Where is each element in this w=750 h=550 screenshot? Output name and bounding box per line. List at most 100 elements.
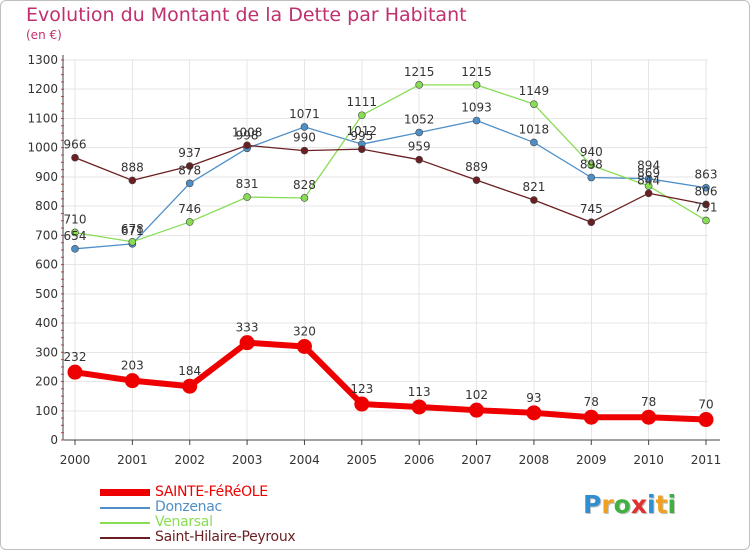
data-point bbox=[124, 373, 140, 389]
x-tick-label: 2001 bbox=[117, 453, 148, 467]
data-label: 671 bbox=[121, 224, 144, 238]
data-point bbox=[526, 405, 542, 421]
x-tick-label: 2011 bbox=[691, 453, 722, 467]
data-label: 898 bbox=[580, 158, 603, 172]
data-point bbox=[587, 161, 596, 170]
data-point bbox=[587, 218, 596, 227]
data-point bbox=[67, 364, 83, 380]
series-sainte-fe-re-ole bbox=[67, 335, 714, 428]
data-label: 937 bbox=[178, 146, 201, 160]
y-tick-label: 300 bbox=[35, 345, 58, 359]
data-point bbox=[702, 183, 710, 192]
data-point bbox=[702, 200, 710, 209]
data-point bbox=[182, 378, 198, 394]
data-point bbox=[530, 196, 538, 204]
data-label: 123 bbox=[350, 382, 373, 396]
data-label: 878 bbox=[178, 163, 201, 177]
data-point bbox=[472, 176, 481, 184]
legend-label: SAINTE-FéRéOLE bbox=[155, 484, 268, 500]
data-label: 831 bbox=[236, 177, 259, 191]
data-label: 93 bbox=[526, 391, 541, 405]
data-point bbox=[128, 176, 137, 185]
x-tick-label: 2009 bbox=[576, 453, 607, 467]
data-label: 940 bbox=[580, 145, 603, 159]
y-tick-label: 100 bbox=[35, 404, 58, 418]
series-line bbox=[72, 339, 709, 423]
y-tick-label: 800 bbox=[35, 199, 58, 213]
y-tick-label: 200 bbox=[35, 375, 58, 389]
data-point bbox=[128, 238, 137, 246]
data-label: 113 bbox=[408, 385, 431, 399]
proxiti-logo: Proxiti bbox=[583, 490, 676, 519]
y-tick-label: 1200 bbox=[27, 82, 58, 96]
data-label: 806 bbox=[695, 184, 718, 198]
data-label: 894 bbox=[637, 159, 660, 173]
data-label: 751 bbox=[695, 200, 718, 214]
data-label: 889 bbox=[465, 160, 488, 174]
data-label: 995 bbox=[350, 129, 373, 143]
data-point bbox=[415, 81, 423, 89]
data-point bbox=[641, 409, 657, 425]
data-point bbox=[185, 162, 194, 170]
data-point bbox=[411, 399, 427, 415]
data-label: 203 bbox=[121, 359, 144, 373]
logo-letter: r bbox=[601, 490, 614, 519]
data-label: 102 bbox=[465, 388, 488, 402]
data-label: 1052 bbox=[404, 112, 435, 126]
data-point bbox=[300, 146, 309, 155]
data-point bbox=[583, 409, 599, 425]
x-tick-label: 2002 bbox=[174, 453, 205, 467]
data-point bbox=[185, 218, 194, 226]
data-label: 1071 bbox=[289, 107, 320, 121]
data-label: 821 bbox=[522, 180, 545, 194]
data-label: 959 bbox=[408, 140, 431, 154]
data-label: 745 bbox=[580, 202, 603, 216]
data-label: 654 bbox=[64, 229, 87, 243]
data-label: 678 bbox=[121, 222, 144, 236]
data-label: 844 bbox=[637, 173, 660, 187]
chart-title: Evolution du Montant de la Dette par Hab… bbox=[26, 4, 467, 26]
logo-letter: t bbox=[655, 490, 668, 519]
logo-letter: x bbox=[630, 490, 647, 519]
data-point bbox=[71, 245, 79, 253]
data-label: 1018 bbox=[519, 122, 550, 136]
y-tick-label: 900 bbox=[35, 170, 58, 184]
data-label: 746 bbox=[178, 202, 201, 216]
axis-ticks: 0 100 200 300 400 500 600 700 800 900 1000 1100 1200… bbox=[27, 53, 721, 467]
y-tick-label: 1300 bbox=[27, 53, 58, 67]
logo-letter: o bbox=[613, 490, 631, 519]
legend-swatch bbox=[100, 537, 150, 539]
logo-letter: i bbox=[667, 490, 677, 519]
data-point bbox=[530, 100, 538, 108]
chart-subtitle: (en €) bbox=[26, 28, 62, 42]
x-tick-label: 2008 bbox=[519, 453, 550, 467]
x-tick-label: 2000 bbox=[60, 453, 91, 467]
y-tick-label: 600 bbox=[35, 258, 58, 272]
legend-swatch bbox=[100, 507, 150, 509]
data-label: 78 bbox=[641, 395, 656, 409]
data-label: 888 bbox=[121, 160, 144, 174]
y-tick-label: 1100 bbox=[27, 111, 58, 125]
data-point bbox=[71, 228, 79, 237]
data-point bbox=[530, 138, 538, 147]
legend-label: Saint-Hilaire-Peyroux bbox=[155, 529, 296, 545]
x-tick-label: 2005 bbox=[347, 453, 378, 467]
data-point bbox=[587, 173, 596, 182]
data-label: 869 bbox=[637, 166, 660, 180]
data-label: 232 bbox=[64, 350, 87, 364]
data-point bbox=[300, 194, 309, 202]
data-label: 70 bbox=[698, 398, 713, 412]
data-label: 184 bbox=[178, 364, 201, 378]
legend-swatch bbox=[100, 489, 150, 496]
data-label: 863 bbox=[695, 168, 718, 182]
data-point bbox=[644, 182, 653, 190]
x-tick-label: 2007 bbox=[461, 453, 492, 467]
data-point bbox=[243, 193, 251, 201]
data-point bbox=[469, 402, 485, 418]
x-tick-label: 2004 bbox=[289, 453, 320, 467]
data-label: 333 bbox=[236, 321, 259, 335]
legend-swatch bbox=[100, 522, 150, 524]
logo-letter: P bbox=[583, 490, 602, 519]
